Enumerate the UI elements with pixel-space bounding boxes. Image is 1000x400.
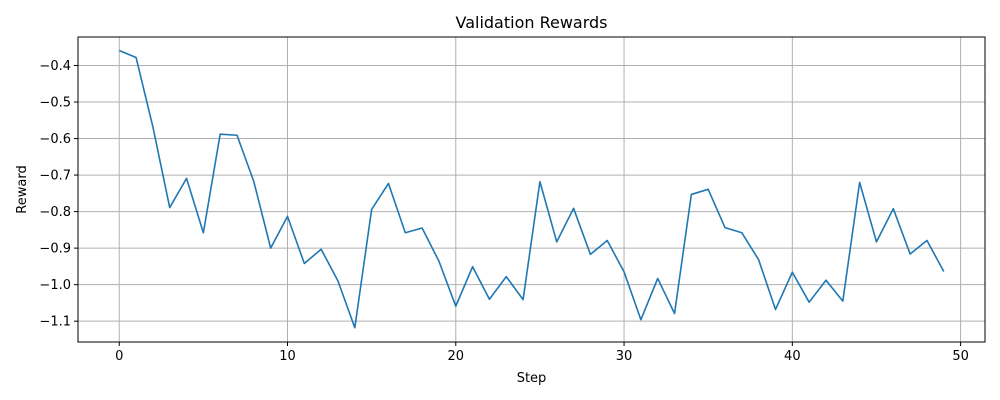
grid (78, 37, 985, 342)
x-tick-label: 20 (448, 349, 465, 364)
y-tick-label: −1.1 (39, 315, 71, 330)
y-tick-label: −0.7 (39, 169, 71, 184)
x-tick-label: 50 (952, 349, 969, 364)
x-axis-title: Step (517, 371, 547, 386)
chart-title: Validation Rewards (455, 13, 607, 32)
y-axis-title: Reward (15, 165, 30, 213)
y-tick-label: −0.5 (39, 96, 71, 111)
series-line-group (118, 49, 945, 329)
axis-ticks: 0 10 20 30 40 50 −1.1 −1.0 −0.9 −0.8 −0.7 −0.6 −0.5 −… (39, 59, 968, 364)
y-tick-label: −1.0 (39, 278, 71, 293)
plot-area-frame (77, 36, 986, 343)
y-tick-label: −0.9 (39, 242, 71, 257)
series-line (118, 49, 945, 329)
x-tick-label: 30 (616, 349, 633, 364)
y-tick-label: −0.8 (39, 205, 71, 220)
y-tick-label: −0.4 (39, 59, 71, 74)
x-tick-label: 10 (279, 349, 296, 364)
x-tick-label: 40 (784, 349, 801, 364)
x-tick-label: 0 (115, 349, 123, 364)
y-tick-label: −0.6 (39, 132, 71, 147)
